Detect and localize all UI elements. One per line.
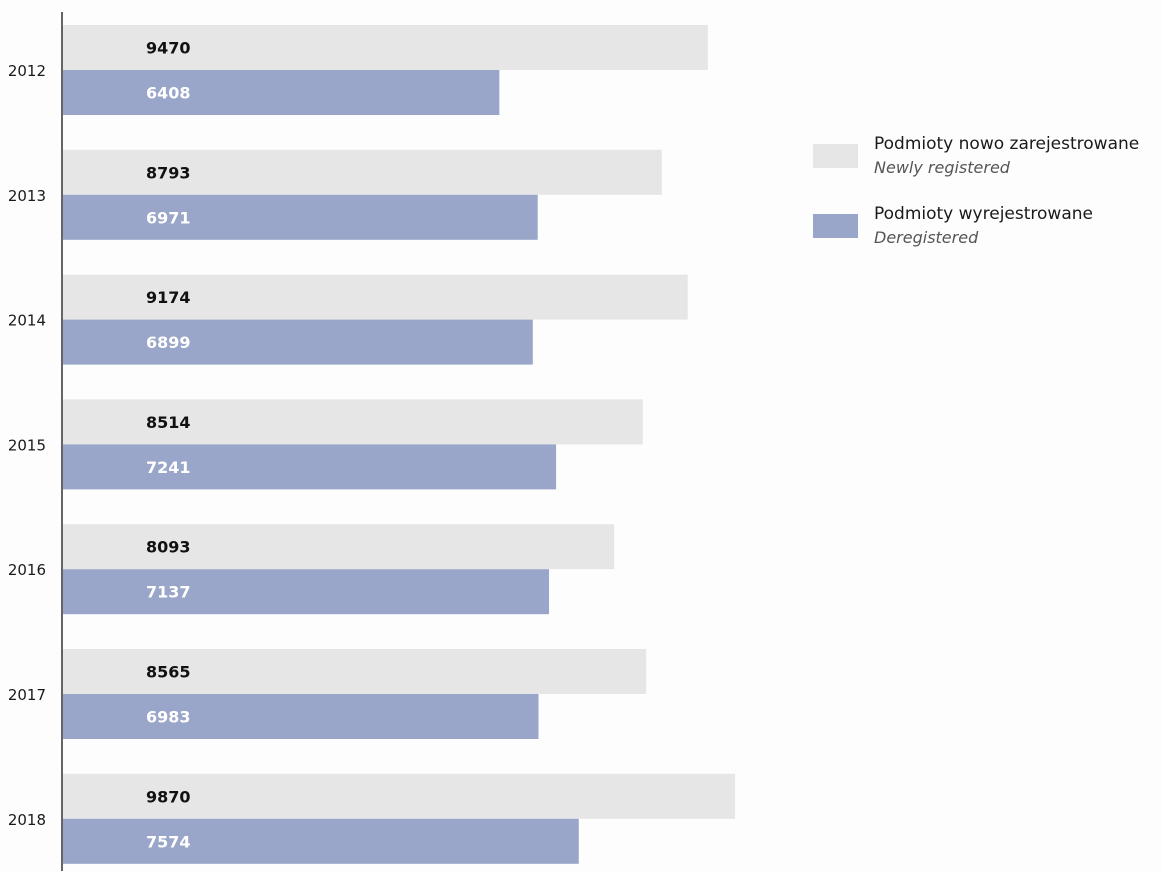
bar-2016-newly-registered [63, 524, 615, 570]
bar-2014-newly-registered [63, 274, 688, 320]
data-label-2015-deregistered: 7241 [146, 458, 191, 477]
bar-2018-newly-registered [63, 773, 736, 819]
legend-swatch-newly-registered [813, 144, 858, 168]
data-label-2018-newly-registered: 9870 [146, 787, 191, 806]
data-label-2013-deregistered: 6971 [146, 208, 191, 227]
data-label-2013-newly-registered: 8793 [146, 163, 191, 182]
bar-2016-deregistered [63, 569, 550, 615]
y-tick-label-2017: 2017 [8, 686, 46, 704]
data-label-2014-newly-registered: 9174 [146, 288, 191, 307]
y-tick-label-2013: 2013 [8, 187, 46, 205]
data-label-2016-newly-registered: 8093 [146, 538, 191, 557]
legend-label-deregistered: Podmioty wyrejestrowane [874, 204, 1093, 224]
data-label-2014-deregistered: 6899 [146, 333, 191, 352]
legend-item-deregistered: Podmioty wyrejestrowane Deregistered [813, 202, 1139, 250]
data-label-2016-deregistered: 7137 [146, 583, 191, 602]
legend: Podmioty nowo zarejestrowane Newly regis… [813, 132, 1139, 272]
data-label-2012-newly-registered: 9470 [146, 39, 191, 58]
y-tick-label-2016: 2016 [8, 561, 46, 579]
y-tick-label-2014: 2014 [8, 312, 46, 330]
legend-label-newly-registered: Podmioty nowo zarejestrowane [874, 134, 1140, 154]
bar-2012-newly-registered [63, 25, 708, 70]
bar-2013-newly-registered [63, 149, 662, 195]
legend-label-deregistered-en: Deregistered [874, 228, 979, 247]
data-label-2015-newly-registered: 8514 [146, 413, 191, 432]
bar-2018-deregistered [63, 818, 579, 864]
data-label-2017-newly-registered: 8565 [146, 663, 191, 682]
legend-swatch-deregistered [813, 214, 858, 238]
bar-2015-deregistered [63, 444, 557, 490]
bar-2017-deregistered [63, 694, 539, 739]
bar-2015-newly-registered [63, 399, 643, 445]
data-label-2018-deregistered: 7574 [146, 832, 191, 851]
bars-group: 9470 6408 2012 8793 6971 2013 9174 6899 2014 8514… [8, 25, 736, 864]
bar-2012-deregistered [63, 70, 500, 115]
y-tick-label-2015: 2015 [8, 436, 46, 454]
legend-label-newly-registered-en: Newly registered [874, 158, 1010, 177]
y-tick-label-2012: 2012 [8, 62, 46, 80]
y-tick-label-2018: 2018 [8, 811, 46, 829]
bar-2014-deregistered [63, 319, 533, 365]
data-label-2012-deregistered: 6408 [146, 84, 191, 103]
bar-2017-newly-registered [63, 649, 647, 694]
bar-2013-deregistered [63, 194, 538, 240]
data-label-2017-deregistered: 6983 [146, 708, 191, 727]
legend-item-newly-registered: Podmioty nowo zarejestrowane Newly regis… [813, 132, 1139, 180]
